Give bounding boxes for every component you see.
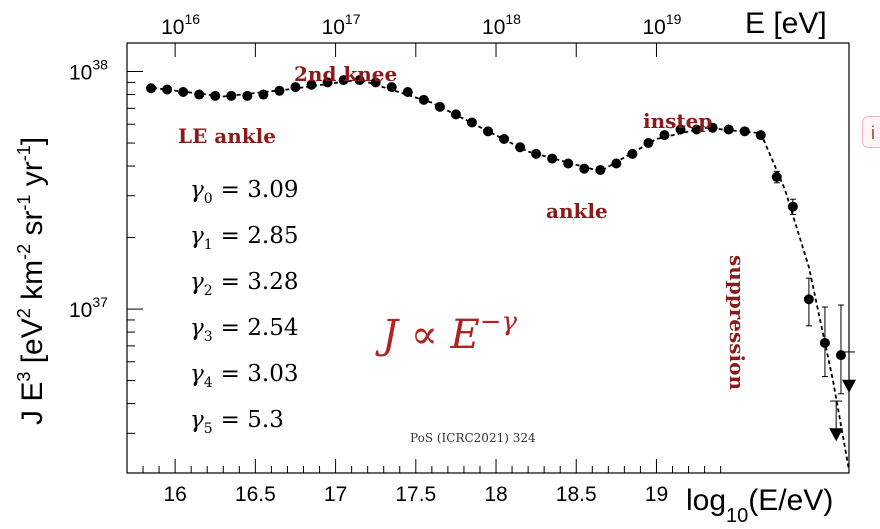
top-tick-label: 1016 bbox=[161, 11, 200, 39]
x-tick-label: 18.5 bbox=[556, 483, 597, 506]
y-tick-label: 1038 bbox=[69, 57, 108, 85]
data-point bbox=[739, 126, 750, 137]
formula: J ∝ E−γ bbox=[375, 307, 518, 358]
source-citation: PoS (ICRC2021) 324 bbox=[410, 431, 536, 445]
data-point bbox=[258, 89, 269, 100]
data-point bbox=[595, 164, 606, 175]
data-point bbox=[819, 337, 830, 348]
x-axis-title: log10(E/eV) bbox=[686, 484, 833, 527]
data-point bbox=[835, 350, 846, 361]
data-point bbox=[322, 77, 333, 88]
data-point bbox=[434, 101, 445, 112]
axes-group: 16 16.5 17 17.5 18 18.5 19 1016 1017 1018 1019 1038… bbox=[69, 11, 722, 506]
data-point bbox=[499, 133, 510, 144]
x-tick-label: 16.5 bbox=[235, 483, 276, 506]
data-point bbox=[162, 84, 173, 95]
data-point bbox=[370, 77, 381, 88]
data-point bbox=[450, 109, 461, 120]
data-point bbox=[803, 294, 814, 305]
data-point bbox=[354, 75, 365, 86]
data-point bbox=[675, 124, 686, 135]
data-point bbox=[515, 142, 526, 153]
data-point bbox=[627, 148, 638, 159]
data-point bbox=[531, 148, 542, 159]
x-tick-label: 17.5 bbox=[395, 483, 436, 506]
data-point bbox=[771, 171, 782, 182]
top-axis-title: E [eV] bbox=[745, 7, 827, 40]
gamma-list: γ0 = 3.09 γ1 = 2.85 γ2 = 3.28 γ3 = 2.54 γ4 = 3.03… bbox=[190, 177, 298, 437]
data-point bbox=[659, 130, 670, 141]
info-badge[interactable]: i bbox=[862, 116, 880, 148]
gamma-label: γ5 = 5.3 bbox=[190, 407, 284, 437]
gamma-label: γ3 = 2.54 bbox=[190, 315, 298, 345]
top-tick-label: 1017 bbox=[322, 11, 361, 39]
data-point bbox=[226, 90, 237, 101]
data-point bbox=[418, 94, 429, 105]
data-point bbox=[306, 79, 317, 90]
data-point bbox=[274, 85, 285, 96]
data-point bbox=[338, 75, 349, 86]
data-point bbox=[691, 124, 702, 135]
data-point bbox=[707, 122, 718, 133]
x-tick-label: 19 bbox=[645, 483, 668, 506]
data-point bbox=[194, 89, 205, 100]
x-tick-label: 16 bbox=[163, 483, 186, 506]
data-point bbox=[386, 82, 397, 93]
data-point bbox=[242, 90, 253, 101]
gamma-label: γ0 = 3.09 bbox=[190, 177, 298, 207]
gamma-label: γ2 = 3.28 bbox=[190, 269, 298, 299]
data-point bbox=[643, 138, 654, 149]
upper-limit-arrow bbox=[829, 428, 844, 442]
x-tick-label: 17 bbox=[324, 483, 347, 506]
data-point bbox=[547, 153, 558, 164]
annotation-ankle: ankle bbox=[546, 199, 608, 223]
y-axis-title: J E3 [eV2 km-2 sr-1 yr-1] bbox=[14, 137, 49, 425]
data-point bbox=[611, 158, 622, 169]
data-point bbox=[723, 124, 734, 135]
data-point bbox=[290, 82, 301, 93]
top-tick-label: 1019 bbox=[642, 11, 681, 39]
data-point bbox=[178, 86, 189, 97]
top-tick-label: 1018 bbox=[482, 11, 521, 39]
data-point bbox=[563, 158, 574, 169]
data-point bbox=[483, 126, 493, 137]
annotation-le-ankle: LE ankle bbox=[178, 124, 276, 148]
data-point bbox=[210, 90, 221, 101]
gamma-label: γ4 = 3.03 bbox=[190, 361, 298, 391]
data-point bbox=[146, 83, 157, 94]
x-tick-label: 18 bbox=[484, 483, 507, 506]
y-tick-label: 1037 bbox=[69, 294, 108, 322]
annotation-suppression: suppression bbox=[725, 255, 749, 390]
data-point bbox=[466, 117, 477, 128]
data-point bbox=[755, 130, 766, 141]
data-point bbox=[787, 201, 798, 212]
gamma-label: γ1 = 2.85 bbox=[190, 223, 298, 253]
data-point bbox=[402, 86, 413, 97]
annotation-instep: instep bbox=[643, 109, 712, 133]
upper-limit-arrow bbox=[842, 379, 856, 393]
data-points-group bbox=[146, 75, 856, 442]
annotation-2nd-knee: 2nd knee bbox=[294, 62, 397, 86]
plot-frame bbox=[126, 42, 850, 474]
data-point bbox=[579, 163, 590, 174]
